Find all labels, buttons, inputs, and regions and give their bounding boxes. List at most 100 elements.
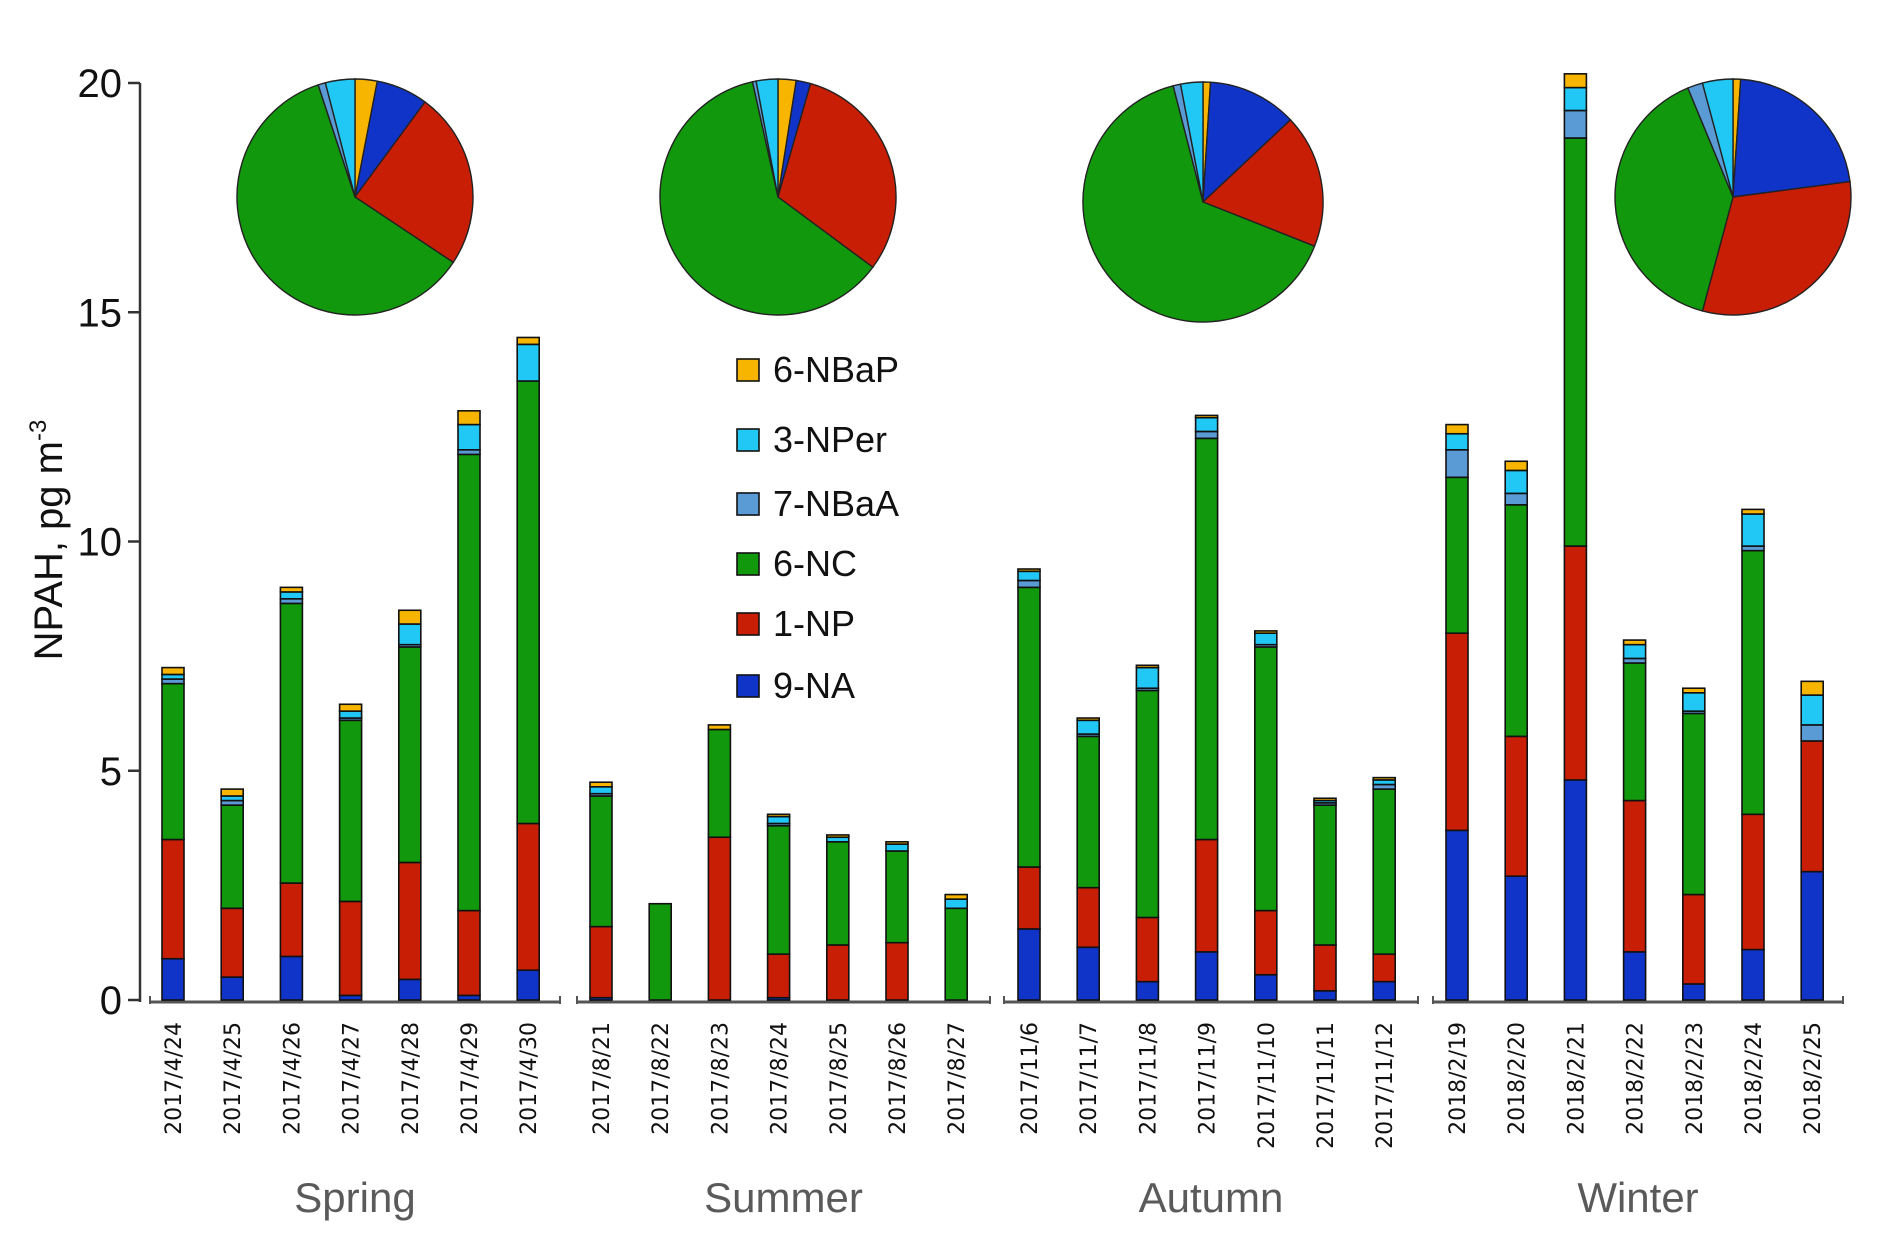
bar-segment-1-np (338, 900, 363, 997)
legend-swatch (736, 428, 760, 452)
pie-slice-1-np (354, 100, 474, 264)
pie-chart (236, 78, 474, 316)
bar-segment-6-nbap (1563, 73, 1588, 89)
bar-segment-9-na (1445, 829, 1469, 1001)
bar-segment-1-np (1194, 838, 1219, 953)
bar-segment-6-nbap (1445, 423, 1469, 435)
bar-segment-6-nc (338, 719, 363, 903)
bar-segment-6-nbap (457, 410, 481, 426)
bar-segment-1-np (1017, 866, 1041, 930)
bar-segment-9-na (1372, 980, 1396, 1001)
bar-segment-6-nbap (516, 336, 541, 346)
pie-slice-9-na (1732, 78, 1851, 198)
bar-segment-1-np (1800, 740, 1824, 873)
pie-slice-1-np (1201, 118, 1324, 248)
bar-segment-6-nbap (885, 841, 909, 845)
x-tick-label: 2018/2/25 (1801, 1022, 1826, 1135)
x-tick-label: 2017/11/9 (1196, 1022, 1221, 1135)
bar-segment-9-na (1504, 875, 1528, 1001)
stacked-bar (1445, 423, 1469, 1001)
bar-segment-9-na (161, 957, 185, 1001)
x-tick-label: 2017/11/10 (1255, 1022, 1280, 1149)
season-label: Spring (294, 1174, 415, 1221)
bar-segment-6-nc (1076, 735, 1100, 889)
bar-segment-3-nper (589, 785, 613, 795)
bar-segment-9-na (1194, 951, 1219, 1001)
bar-segment-1-np (397, 861, 422, 981)
stacked-bar (1504, 460, 1528, 1001)
pie-chart (1082, 81, 1324, 323)
bar-segment-3-nper (1741, 513, 1765, 547)
legend: 6-NBaP 3-NPer 7-NBaA 6-NC 1-NP 9-NA (736, 349, 899, 706)
bar-segment-1-np (516, 822, 541, 971)
bar-segment-6-nbap (1194, 414, 1219, 419)
bar-segment-6-nbap (1135, 664, 1160, 669)
bar-segment-6-nbap (279, 586, 304, 593)
bar-segment-6-nc (1017, 586, 1041, 868)
x-tick-label: 2017/4/30 (517, 1022, 542, 1135)
bar-segment-6-nc (1682, 712, 1706, 896)
bar-segment-1-np (1445, 632, 1469, 832)
stacked-bar (1254, 630, 1278, 1001)
bar-segment-6-nc (885, 850, 909, 944)
x-tick-label: 2018/2/20 (1505, 1022, 1530, 1135)
bar-segment-6-nbap (1372, 776, 1396, 781)
bar-segment-1-np (885, 941, 909, 1001)
bar-segment-1-np (1563, 545, 1588, 781)
bar-segment-6-nc (1194, 437, 1219, 841)
bar-segment-3-nper (1622, 643, 1647, 660)
stacked-bar (1563, 73, 1588, 1001)
bar-segment-1-np (1135, 916, 1160, 983)
bar-segment-6-nc (1563, 137, 1588, 547)
stacked-bar (1194, 414, 1219, 1001)
bar-segment-3-nper (457, 423, 481, 451)
pie-chart (1614, 78, 1852, 316)
pie-chart (659, 78, 897, 316)
bar-segment-1-np (161, 838, 185, 960)
bar-segment-6-nbap (1800, 680, 1824, 696)
bar-segment-6-nbap (1682, 687, 1706, 694)
stacked-bar (397, 609, 422, 1001)
stacked-bar (944, 893, 969, 1001)
x-tick-label: 2017/11/8 (1136, 1022, 1161, 1135)
x-tick-label: 2018/2/19 (1446, 1022, 1471, 1135)
bar-segment-1-np (1504, 735, 1528, 878)
bar-segment-6-nc (1741, 549, 1765, 816)
stacked-bar (338, 703, 363, 1001)
bar-segment-6-nbap (589, 781, 613, 788)
y-tick-label: 0 (100, 979, 122, 1023)
bar-segment-3-nper (516, 343, 541, 382)
legend-swatch (736, 492, 760, 516)
season-pies (236, 78, 1852, 323)
stacked-bar (589, 781, 613, 1001)
bar-segment-1-np (1372, 953, 1396, 983)
bar-segment-9-na (1622, 951, 1647, 1001)
y-tick-label: 5 (100, 750, 122, 794)
bar-segment-1-np (457, 909, 481, 997)
season-label: Summer (704, 1174, 863, 1221)
x-tick-label: 2017/11/12 (1373, 1022, 1398, 1149)
x-tick-label: 2017/11/6 (1018, 1022, 1043, 1135)
y-tick-label: 10 (78, 521, 123, 565)
bar-segment-9-na (220, 976, 244, 1001)
stacked-bar (457, 410, 481, 1001)
x-tick-label: 2017/11/7 (1077, 1022, 1102, 1135)
bar-segment-6-nc (1445, 476, 1469, 634)
y-axis-label-superscript: -3 (25, 420, 52, 441)
stacked-bar (825, 834, 850, 1001)
bar-segment-6-nc (1313, 804, 1337, 946)
bar-segment-6-nc (648, 902, 673, 1001)
bar-segment-3-nper (1504, 469, 1528, 495)
bar-segment-6-nbap (766, 813, 791, 818)
bar-segment-6-nbap (1313, 797, 1337, 802)
y-tick-label: 15 (78, 291, 123, 335)
x-tick-label: 2017/11/11 (1314, 1022, 1339, 1149)
legend-swatch (736, 674, 760, 698)
bar-segment-6-nbap (1504, 460, 1528, 472)
bar-segment-1-np (589, 925, 613, 999)
bar-segment-3-nper (338, 710, 363, 719)
pie-slice-9-na (1202, 81, 1292, 204)
stacked-bar (1017, 568, 1041, 1001)
legend-swatch (736, 552, 760, 576)
